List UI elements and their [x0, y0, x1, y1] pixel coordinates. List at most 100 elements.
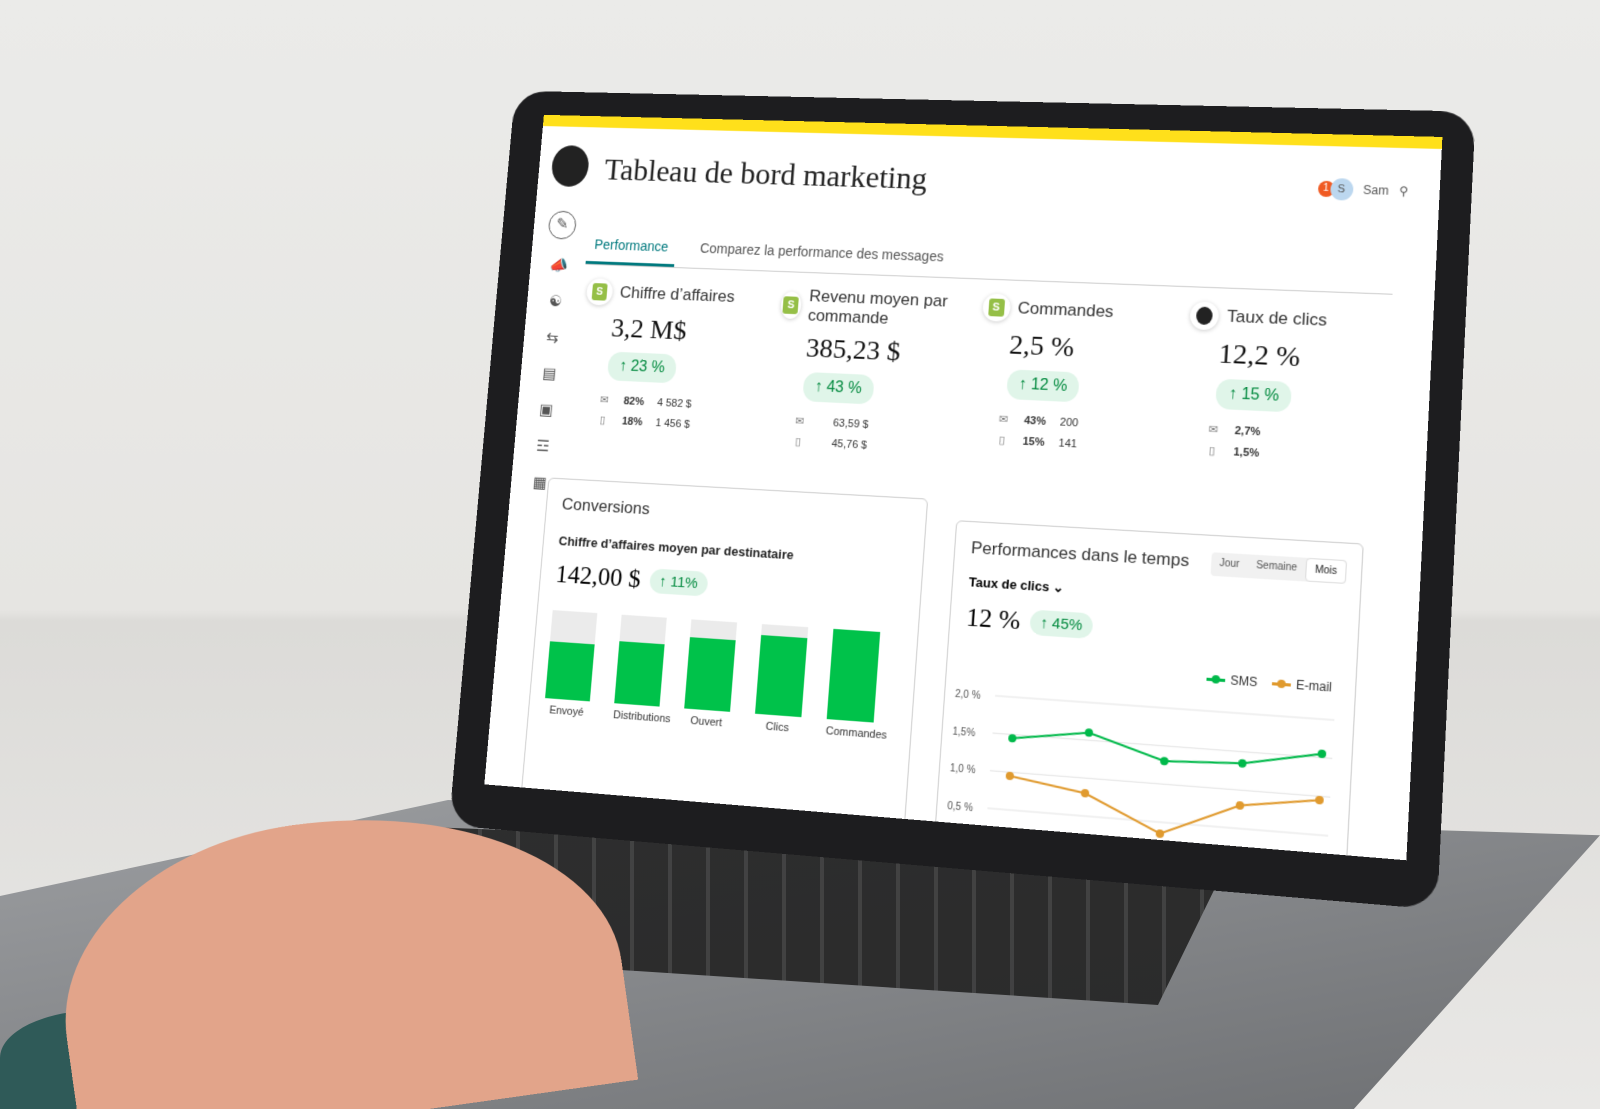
kpi-card: S Revenu moyen par commande 385,23 $ ↑ 43… — [765, 285, 979, 464]
conversion-bars: Envoyé Distributions Ouvert Clics Commandes — [544, 608, 902, 742]
bar — [545, 640, 595, 702]
shopify-icon: S — [780, 291, 802, 319]
phone-icon: ▯ — [794, 436, 802, 449]
bar-label: Ouvert — [689, 714, 723, 730]
data-point — [1084, 728, 1094, 738]
y-tick-label: 1,0 % — [949, 763, 976, 777]
change-badge: ↑ 15 % — [1215, 378, 1293, 413]
y-tick-label: 2,0 % — [955, 689, 982, 702]
kpi-label: Chiffre d’affaires — [619, 283, 736, 306]
sms-breakdown: ▯ 18% 1 456 $ — [596, 413, 768, 434]
change-badge: ↑ 11% — [648, 567, 709, 597]
phone-icon: ▯ — [998, 434, 1006, 447]
kpi-value: 12,2 % — [1217, 338, 1302, 374]
avatar[interactable]: S — [1329, 178, 1354, 201]
kpi-value: 385,23 $ — [804, 333, 902, 368]
email-breakdown: ✉ 63,59 $ — [792, 414, 970, 436]
series-line-sms — [1012, 727, 1323, 773]
email-breakdown: ✉ 43% 200 — [996, 412, 1180, 434]
bar-column: Clics — [754, 624, 809, 735]
bar — [614, 641, 665, 707]
shopify-icon: S — [586, 278, 614, 306]
bar-track — [826, 628, 881, 723]
change-badge: ↑ 23 % — [606, 351, 678, 384]
tab-compare-messages[interactable]: Comparez la performance des messages — [699, 240, 945, 265]
integrations-icon[interactable]: ☲ — [535, 438, 551, 456]
sms-breakdown: ▯ 1,5% — [1204, 444, 1394, 467]
data-point — [1155, 829, 1165, 839]
legend-sms: SMS — [1206, 671, 1258, 689]
performance-card: Performances dans le temps Jour Semaine … — [933, 520, 1364, 861]
grid-icon[interactable]: ▦ — [532, 474, 548, 492]
envelope-icon: ✉ — [998, 413, 1009, 426]
sms-breakdown: ▯ 45,76 $ — [791, 435, 969, 457]
kpi-card: Taux de clics 12,2 % ↑ 15 % ✉ 2,7% ▯ 1,5% — [1177, 301, 1403, 487]
period-selector: Jour Semaine Mois — [1210, 552, 1348, 584]
shopify-icon: S — [981, 293, 1010, 322]
email-breakdown: ✉ 82% 4 582 $ — [597, 393, 769, 414]
y-tick-label: 0,5 % — [947, 801, 974, 815]
sms-breakdown: ▯ 15% 141 — [995, 433, 1179, 455]
performance-value: 12 % — [965, 602, 1022, 636]
bar-label: Distributions — [612, 709, 671, 726]
dashboard-screen: Tableau de bord marketing 1 S Sam ⚲ ✎ 📣 … — [484, 114, 1443, 861]
data-point — [1080, 788, 1090, 798]
line-chart: 2,0 % 1,5% 1,0 % 0,5 % — [947, 689, 1346, 861]
gridline — [995, 696, 1334, 720]
period-mois[interactable]: Mois — [1304, 557, 1348, 584]
pencil-icon[interactable]: ✎ — [547, 210, 578, 240]
megaphone-icon[interactable]: 📣 — [548, 257, 569, 275]
conversions-title: Conversions — [561, 494, 651, 519]
data-point — [1159, 756, 1169, 766]
bar-column: Envoyé — [544, 610, 598, 719]
kpi-row: S Chiffre d’affaires 3,2 M$ ↑ 23 % ✉ 82% 4 … — [570, 278, 1402, 487]
change-badge: ↑ 12 % — [1005, 369, 1081, 403]
mailchimp-icon — [1190, 301, 1220, 330]
bar — [684, 637, 736, 712]
bar-column: Commandes — [825, 628, 888, 742]
email-breakdown: ✉ 2,7% — [1206, 423, 1396, 445]
bar-track — [755, 624, 809, 718]
bar-label: Clics — [765, 720, 790, 735]
change-badge: ↑ 43 % — [802, 371, 875, 405]
phone-icon: ▯ — [599, 414, 606, 427]
envelope-icon: ✉ — [1208, 423, 1219, 437]
bar-column: Distributions — [612, 614, 671, 726]
bar — [826, 628, 881, 723]
kpi-card: S Chiffre d’affaires 3,2 M$ ↑ 23 % ✉ 82% 4 … — [570, 278, 779, 454]
content-icon[interactable]: ▣ — [538, 401, 554, 419]
kpi-value: 2,5 % — [1008, 329, 1076, 364]
bar-label: Commandes — [825, 725, 888, 742]
conversions-card: Conversions Chiffre d’affaires moyen par… — [519, 477, 929, 842]
mailchimp-logo[interactable] — [550, 144, 591, 188]
bar-label: Envoyé — [548, 704, 585, 719]
arrow-up-icon: ↑ — [1228, 385, 1242, 403]
bar-track — [614, 614, 667, 707]
tab-performance[interactable]: Performance — [585, 230, 677, 268]
sidebar: ✎ 📣 ☯ ⇆ ▤ ▣ ☲ ▦ — [523, 210, 579, 493]
kpi-label: Revenu moyen par commande — [807, 286, 949, 328]
period-semaine[interactable]: Semaine — [1255, 559, 1298, 574]
envelope-icon: ✉ — [599, 394, 609, 407]
period-jour[interactable]: Jour — [1219, 557, 1240, 571]
automation-icon[interactable]: ⇆ — [545, 329, 560, 347]
conversions-value: 142,00 $ — [554, 559, 642, 594]
data-point — [1237, 758, 1247, 768]
bar — [755, 634, 808, 718]
phone-icon: ▯ — [1208, 445, 1216, 458]
analytics-icon[interactable]: ▤ — [541, 365, 557, 383]
chevron-down-icon: ⌄ — [1052, 579, 1065, 596]
page-title: Tableau de bord marketing — [603, 152, 929, 196]
change-badge: ↑ 45% — [1029, 609, 1094, 639]
envelope-icon: ✉ — [794, 415, 805, 428]
legend-email: E-mail — [1271, 676, 1332, 695]
search-icon[interactable]: ⚲ — [1398, 183, 1409, 199]
kpi-card: S Commandes 2,5 % ↑ 12 % ✉ 43% 200 ▯ 15% 141 — [968, 293, 1188, 476]
audience-icon[interactable]: ☯ — [548, 293, 563, 311]
user-name[interactable]: Sam — [1362, 182, 1390, 198]
bar-column: Ouvert — [683, 619, 738, 730]
bar-track — [545, 610, 598, 702]
bar-track — [684, 619, 738, 712]
kpi-label: Taux de clics — [1226, 306, 1328, 330]
y-tick-label: 1,5% — [952, 726, 976, 739]
